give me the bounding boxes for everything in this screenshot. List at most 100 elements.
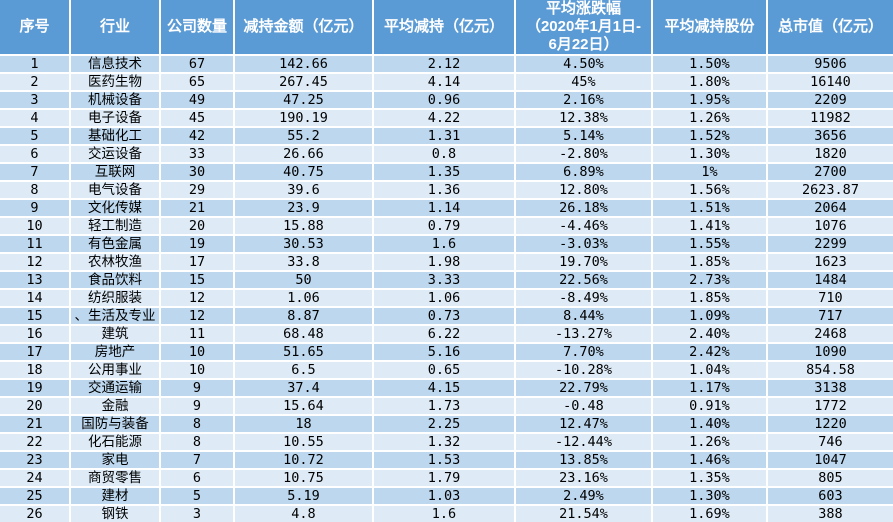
cell-company-count: 8: [159, 414, 235, 434]
table-row: 22 化石能源 8 10.55 1.32 -12.44% 1.26% 746: [0, 432, 893, 452]
cell-company-count: 67: [159, 54, 235, 74]
cell-avg-reduction: 0.65: [372, 360, 516, 380]
cell-avg-reduced-shares: 1%: [651, 162, 768, 182]
cell-company-count: 30: [159, 162, 235, 182]
cell-total-market-cap: 3138: [766, 378, 893, 398]
cell-avg-reduction: 1.36: [372, 180, 516, 200]
table-row: 4 电子设备 45 190.19 4.22 12.38% 1.26% 11982: [0, 108, 893, 128]
cell-industry: 电子设备: [69, 108, 161, 128]
cell-avg-price-change: 45%: [514, 72, 653, 92]
cell-industry: 纺织服装: [69, 288, 161, 308]
cell-total-market-cap: 805: [766, 468, 893, 488]
cell-reduction-amount: 267.45: [233, 72, 374, 92]
cell-industry: 文化传媒: [69, 198, 161, 218]
cell-avg-reduced-shares: 2.73%: [651, 270, 768, 290]
cell-avg-reduction: 1.53: [372, 450, 516, 470]
cell-avg-reduction: 1.35: [372, 162, 516, 182]
cell-reduction-amount: 10.55: [233, 432, 374, 452]
cell-total-market-cap: 1090: [766, 342, 893, 362]
cell-reduction-amount: 39.6: [233, 180, 374, 200]
cell-company-count: 9: [159, 378, 235, 398]
cell-total-market-cap: 1623: [766, 252, 893, 272]
cell-index: 17: [0, 342, 71, 362]
cell-avg-reduced-shares: 1.46%: [651, 450, 768, 470]
cell-index: 11: [0, 234, 71, 254]
cell-avg-reduction: 0.73: [372, 306, 516, 326]
table-row: 3 机械设备 49 47.25 0.96 2.16% 1.95% 2209: [0, 90, 893, 110]
cell-avg-reduced-shares: 1.09%: [651, 306, 768, 326]
cell-index: 24: [0, 468, 71, 488]
cell-total-market-cap: 1772: [766, 396, 893, 416]
cell-total-market-cap: 388: [766, 504, 893, 522]
cell-total-market-cap: 2623.87: [766, 180, 893, 200]
cell-industry: 建筑: [69, 324, 161, 344]
cell-index: 16: [0, 324, 71, 344]
cell-total-market-cap: 1076: [766, 216, 893, 236]
cell-company-count: 11: [159, 324, 235, 344]
cell-total-market-cap: 854.58: [766, 360, 893, 380]
cell-total-market-cap: 1220: [766, 414, 893, 434]
cell-industry: 基础化工: [69, 126, 161, 146]
cell-index: 13: [0, 270, 71, 290]
cell-industry: 信息技术: [69, 54, 161, 74]
cell-reduction-amount: 50: [233, 270, 374, 290]
cell-avg-price-change: 8.44%: [514, 306, 653, 326]
cell-avg-reduced-shares: 1.40%: [651, 414, 768, 434]
cell-index: 19: [0, 378, 71, 398]
table-row: 15 、生活及专业 12 8.87 0.73 8.44% 1.09% 717: [0, 306, 893, 326]
cell-avg-price-change: -2.80%: [514, 144, 653, 164]
cell-avg-reduced-shares: 1.17%: [651, 378, 768, 398]
cell-total-market-cap: 1484: [766, 270, 893, 290]
cell-avg-reduced-shares: 1.30%: [651, 144, 768, 164]
cell-total-market-cap: 2064: [766, 198, 893, 218]
cell-avg-price-change: 2.16%: [514, 90, 653, 110]
cell-reduction-amount: 5.19: [233, 486, 374, 506]
cell-company-count: 8: [159, 432, 235, 452]
cell-index: 4: [0, 108, 71, 128]
cell-avg-reduced-shares: 1.69%: [651, 504, 768, 522]
cell-avg-reduced-shares: 1.26%: [651, 432, 768, 452]
cell-reduction-amount: 33.8: [233, 252, 374, 272]
cell-avg-reduction: 0.79: [372, 216, 516, 236]
cell-avg-reduction: 1.6: [372, 234, 516, 254]
cell-avg-reduced-shares: 1.50%: [651, 54, 768, 74]
cell-reduction-amount: 55.2: [233, 126, 374, 146]
cell-avg-price-change: 2.49%: [514, 486, 653, 506]
cell-index: 5: [0, 126, 71, 146]
table-header: 序号 行业 公司数量 减持金额（亿元） 平均减持（亿元） 平均涨跌幅 （2020年1月1日…: [0, 0, 893, 56]
cell-total-market-cap: 2209: [766, 90, 893, 110]
column-header-index: 序号: [0, 0, 71, 56]
cell-reduction-amount: 15.64: [233, 396, 374, 416]
table-row: 13 食品饮料 15 50 3.33 22.56% 2.73% 1484: [0, 270, 893, 290]
cell-total-market-cap: 2299: [766, 234, 893, 254]
cell-reduction-amount: 37.4: [233, 378, 374, 398]
cell-index: 2: [0, 72, 71, 92]
table-body: 1 信息技术 67 142.66 2.12 4.50% 1.50% 9506 2 医药生物 65 26…: [0, 54, 893, 522]
cell-industry: 医药生物: [69, 72, 161, 92]
cell-total-market-cap: 9506: [766, 54, 893, 74]
cell-company-count: 9: [159, 396, 235, 416]
cell-industry: 、生活及专业: [69, 306, 161, 326]
cell-index: 8: [0, 180, 71, 200]
cell-industry: 食品饮料: [69, 270, 161, 290]
cell-industry: 交运设备: [69, 144, 161, 164]
table-row: 11 有色金属 19 30.53 1.6 -3.03% 1.55% 2299: [0, 234, 893, 254]
cell-avg-price-change: 13.85%: [514, 450, 653, 470]
cell-avg-price-change: -4.46%: [514, 216, 653, 236]
cell-index: 9: [0, 198, 71, 218]
cell-company-count: 20: [159, 216, 235, 236]
cell-avg-reduction: 1.14: [372, 198, 516, 218]
cell-company-count: 29: [159, 180, 235, 200]
cell-reduction-amount: 15.88: [233, 216, 374, 236]
cell-avg-reduction: 2.25: [372, 414, 516, 434]
cell-reduction-amount: 51.65: [233, 342, 374, 362]
cell-index: 10: [0, 216, 71, 236]
cell-index: 14: [0, 288, 71, 308]
cell-avg-price-change: 4.50%: [514, 54, 653, 74]
cell-avg-price-change: -10.28%: [514, 360, 653, 380]
cell-avg-price-change: -8.49%: [514, 288, 653, 308]
cell-avg-reduced-shares: 1.51%: [651, 198, 768, 218]
table-row: 14 纺织服装 12 1.06 1.06 -8.49% 1.85% 710: [0, 288, 893, 308]
